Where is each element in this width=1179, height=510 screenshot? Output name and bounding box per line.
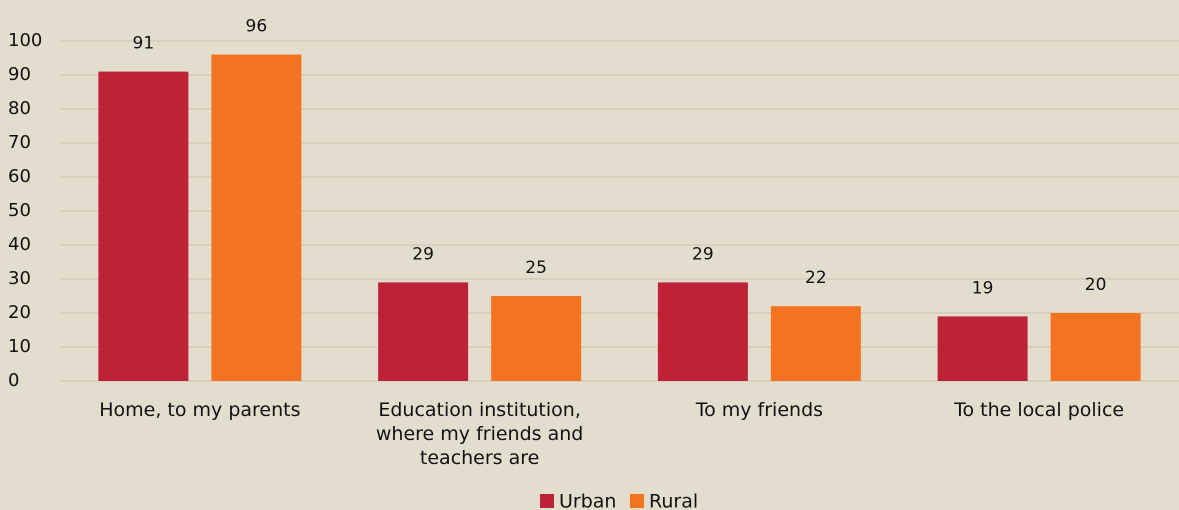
value-label: 22 — [805, 268, 827, 288]
value-label: 20 — [1085, 275, 1107, 295]
legend-label: Rural — [649, 491, 698, 510]
y-tick-label: 30 — [8, 268, 31, 289]
bar — [1050, 313, 1141, 381]
y-tick-label: 100 — [8, 30, 42, 51]
x-tick-label: To the local police — [954, 399, 1125, 421]
y-tick-label: 50 — [8, 200, 31, 221]
value-label: 29 — [692, 244, 714, 264]
value-label: 19 — [972, 278, 994, 298]
bar — [378, 282, 469, 381]
legend-swatch — [540, 494, 554, 508]
value-label: 96 — [246, 17, 268, 37]
bar — [211, 54, 302, 381]
x-tick-label: Home, to my parents — [99, 399, 301, 421]
y-tick-label: 80 — [8, 98, 31, 119]
x-tick-label: Education institution, where my friends … — [375, 399, 584, 469]
bar — [657, 282, 748, 381]
y-tick-label: 20 — [8, 302, 31, 323]
value-label: 25 — [525, 258, 547, 278]
legend-label: Urban — [559, 491, 616, 510]
x-tick-label: To my friends — [695, 399, 824, 421]
bar — [937, 316, 1028, 381]
bar — [491, 296, 582, 381]
bar — [98, 71, 189, 381]
y-tick-label: 60 — [8, 166, 31, 187]
y-tick-label: 90 — [8, 64, 31, 85]
value-label: 91 — [133, 34, 155, 54]
y-tick-label: 0 — [8, 370, 19, 391]
y-tick-label: 70 — [8, 132, 31, 153]
y-tick-label: 40 — [8, 234, 31, 255]
legend-swatch — [630, 494, 644, 508]
value-label: 29 — [412, 244, 434, 264]
bar — [770, 306, 861, 381]
y-tick-label: 10 — [8, 336, 31, 357]
